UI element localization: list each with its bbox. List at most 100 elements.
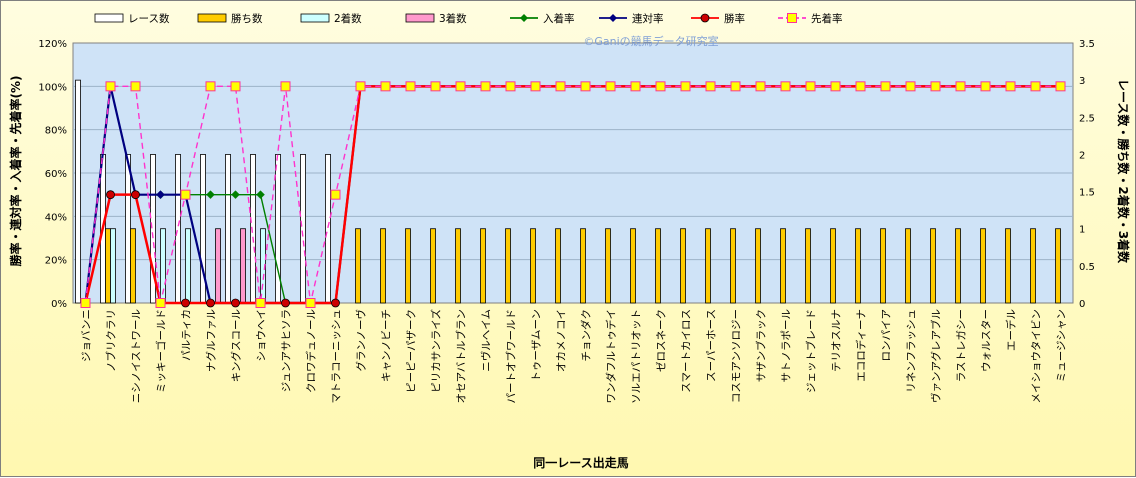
marker-先着率 [530,81,541,92]
bar-勝ち数 [405,228,411,304]
x-tick-label: マトラコーニッシュ [331,309,343,404]
y-right-tick-label: 2.5 [1079,113,1095,124]
legend-marker-先着率 [787,13,797,23]
y-right-tick-label: 2 [1079,150,1085,161]
marker-入着率 [231,190,240,200]
x-tick-label: ウォルスター [981,309,993,372]
bar-レース数 [175,154,181,304]
legend-label-2着数: 2着数 [334,12,362,25]
bar-勝ち数 [1005,228,1011,304]
x-tick-label: メイショウタイビン [1031,309,1043,404]
bar-勝ち数 [780,228,786,304]
legend-marker-勝率 [700,13,710,23]
x-tick-label: ナグルファル [205,309,218,372]
bar-勝ち数 [580,228,586,304]
legend-swatch-2着数 [300,13,330,23]
x-tick-label: パートオブワールド [505,309,518,404]
bar-勝ち数 [530,228,536,304]
legend-label-先着率: 先着率 [811,12,843,25]
marker-先着率 [230,81,241,92]
marker-先着率 [580,81,591,92]
bar-勝ち数 [380,228,386,304]
bar-勝ち数 [605,228,611,304]
x-tick-label: ジェットブレード [805,309,818,393]
marker-勝率 [131,190,140,200]
x-tick-label: ワンダフルトゥデイ [605,309,618,404]
bar-2着数 [185,228,191,304]
y-left-tick-label: 100% [38,82,67,93]
legend-swatch-レース数 [94,13,124,23]
x-tick-label: ピリカサンライズ [430,309,443,393]
x-tick-label: ピーピーパザーク [406,309,418,393]
x-tick-label: グランノーヴ [355,309,368,371]
marker-先着率 [505,81,516,92]
marker-先着率 [1005,81,1016,92]
y-left-tick-label: 0% [51,299,67,310]
marker-先着率 [630,81,641,92]
bar-勝ち数 [355,228,361,304]
marker-先着率 [205,81,216,92]
marker-先着率 [430,81,441,92]
legend-label-勝ち数: 勝ち数 [231,12,263,25]
bar-勝ち数 [455,228,461,304]
x-tick-label: キャンノビーチ [381,309,393,382]
x-tick-label: クロワデュノール [305,309,318,393]
bar-勝ち数 [505,228,511,304]
x-tick-label: スーパーホース [706,309,718,382]
x-tick-label: サザンブラック [755,309,768,382]
marker-先着率 [930,81,941,92]
marker-先着率 [355,81,366,92]
bar-勝ち数 [655,228,661,304]
legend-label-レース数: レース数 [128,12,170,25]
marker-先着率 [780,81,791,92]
x-tick-label: トゥーザムーン [531,309,543,382]
marker-先着率 [405,81,416,92]
legend-label-3着数: 3着数 [439,12,467,25]
legend-label-連対率: 連対率 [632,12,664,25]
line-先着率 [84,85,1061,304]
x-tick-label: チョンダク [580,309,593,362]
bar-勝ち数 [680,228,686,304]
bar-勝ち数 [480,228,486,304]
x-tick-label: テリオスルナ [831,309,843,372]
x-tick-label: パルティカ [181,309,193,361]
y-left-tick-label: 120% [38,39,67,50]
marker-先着率 [980,81,991,92]
bar-勝ち数 [955,228,961,304]
x-tick-label: ジュンアサヒソラ [281,309,293,392]
x-tick-label: エコロディーナ [855,309,868,382]
x-tick-label: ソルエパトリオット [631,309,643,404]
x-tick-label: ジョバンニ [81,309,93,362]
bar-レース数 [300,154,306,304]
y-right-tick-label: 1.5 [1079,188,1095,199]
bar-勝ち数 [705,228,711,304]
legend-swatch-勝ち数 [197,13,227,23]
marker-先着率 [280,81,291,92]
marker-勝率 [106,190,115,200]
marker-勝率 [231,298,240,308]
y-left-tick-label: 80% [45,126,67,137]
bar-勝ち数 [630,228,636,304]
bar-勝ち数 [105,228,111,304]
watermark-text: ©Ganiの競馬データ研究室 [583,34,718,48]
marker-先着率 [830,81,841,92]
x-tick-label: ノブリクラリ [105,309,118,372]
marker-先着率 [680,81,691,92]
marker-先着率 [1055,81,1066,92]
marker-先着率 [955,81,966,92]
marker-先着率 [480,81,491,92]
legend-marker-連対率 [609,14,617,22]
y-right-tick-label: 3.5 [1079,39,1095,50]
marker-勝率 [281,298,290,308]
bar-勝ち数 [930,228,936,304]
marker-先着率 [655,81,666,92]
marker-勝率 [181,298,190,308]
bar-レース数 [325,154,331,304]
marker-勝率 [206,298,215,308]
bar-勝ち数 [555,228,561,304]
marker-入着率 [256,190,265,200]
bar-勝ち数 [430,228,436,304]
x-tick-label: エーデル [1005,309,1018,351]
x-tick-label: ラストレガシー [956,309,968,382]
marker-先着率 [555,81,566,92]
